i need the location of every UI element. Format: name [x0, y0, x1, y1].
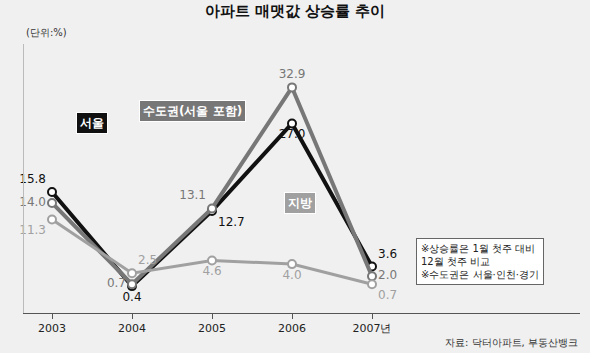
- svg-text:13.1: 13.1: [179, 188, 206, 202]
- svg-text:2003: 2003: [38, 322, 66, 335]
- svg-text:2006: 2006: [278, 322, 306, 335]
- svg-text:14.0: 14.0: [19, 195, 46, 209]
- svg-text:0.4: 0.4: [122, 290, 141, 304]
- svg-text:2.0: 2.0: [378, 268, 397, 282]
- svg-text:4.0: 4.0: [282, 268, 301, 282]
- svg-text:※상승률은 1월 첫주 대비12월 첫주 비교※수도권은 서: ※상승률은 1월 첫주 대비12월 첫주 비교※수도권은 서울·인천·경기: [421, 243, 539, 280]
- svg-text:서울: 서울: [80, 116, 104, 130]
- svg-text:3.6: 3.6: [378, 247, 397, 261]
- svg-text:0.7: 0.7: [378, 288, 397, 302]
- svg-text:11.3: 11.3: [19, 223, 46, 237]
- svg-text:4.6: 4.6: [202, 264, 221, 278]
- svg-text:아파트 매맷값 상승률 추이: 아파트 매맷값 상승률 추이: [205, 2, 386, 20]
- svg-text:15.8: 15.8: [19, 172, 46, 186]
- svg-text:2007년: 2007년: [353, 322, 392, 335]
- svg-text:27.0: 27.0: [279, 127, 306, 141]
- svg-text:2005: 2005: [198, 322, 226, 335]
- svg-text:2004: 2004: [118, 322, 146, 335]
- svg-text:12.7: 12.7: [218, 215, 245, 229]
- svg-text:2.5: 2.5: [138, 253, 157, 267]
- svg-text:자료: 닥터아파트, 부동산뱅크: 자료: 닥터아파트, 부동산뱅크: [445, 337, 578, 348]
- svg-text:수도권(서울 포함): 수도권(서울 포함): [143, 104, 242, 118]
- svg-text:(단위:%): (단위:%): [26, 27, 67, 38]
- svg-text:0.7: 0.7: [107, 276, 126, 290]
- svg-text:지방: 지방: [288, 196, 312, 210]
- svg-text:32.9: 32.9: [279, 67, 306, 81]
